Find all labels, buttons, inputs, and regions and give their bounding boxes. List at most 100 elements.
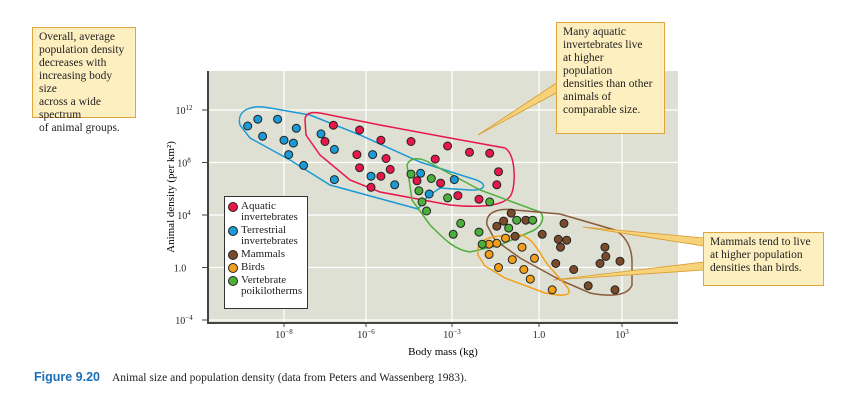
point-mammals — [551, 259, 561, 268]
legend-label: Aquatic invertebrates — [241, 201, 298, 223]
y-tick-label: 10−4 — [175, 314, 193, 327]
point-terrestrial-invertebrates — [390, 180, 400, 190]
point-birds — [494, 263, 503, 272]
note-line: population density — [39, 44, 125, 56]
point-aquatic-invertebrates — [474, 194, 484, 204]
legend-label: Terrestrial invertebrates — [241, 225, 298, 247]
point-terrestrial-invertebrates — [243, 121, 253, 131]
legend-label-line: Aquatic — [241, 200, 276, 212]
point-vertebrate-poikilotherms — [414, 186, 424, 196]
data-points — [243, 114, 625, 295]
y-tick-label: 104 — [177, 209, 191, 222]
legend-item: Birds — [228, 262, 304, 273]
note-line: invertebrates live — [563, 39, 643, 51]
legend-label-line: invertebrates — [241, 235, 298, 247]
point-mammals — [601, 251, 611, 261]
x-tick-label: 103 — [615, 328, 629, 341]
point-aquatic-invertebrates — [366, 182, 376, 192]
point-birds — [547, 285, 557, 295]
note-line: across a wide spectrum — [39, 96, 101, 121]
note-overall-trend: Overall, average population density decrea… — [32, 27, 136, 134]
point-terrestrial-invertebrates — [368, 150, 378, 160]
legend-marker — [228, 276, 238, 286]
figure-number: Figure 9.20 — [34, 370, 100, 384]
legend-item: Aquatic invertebrates — [228, 201, 304, 223]
point-terrestrial-invertebrates — [449, 175, 459, 185]
y-axis-label: Animal density (per km²) — [165, 141, 177, 253]
point-terrestrial-invertebrates — [299, 160, 309, 170]
note-line: densities than birds. — [710, 262, 802, 274]
point-aquatic-invertebrates — [320, 137, 330, 146]
legend-label: Birds — [241, 262, 265, 273]
point-mammals — [615, 256, 625, 266]
point-terrestrial-invertebrates — [253, 114, 263, 124]
note-mammals-vs-birds: Mammals tend to live at higher population… — [703, 232, 824, 286]
y-tick-label: 1.0 — [174, 264, 187, 275]
point-terrestrial-invertebrates — [424, 189, 434, 199]
point-vertebrate-poikilotherms — [485, 197, 495, 207]
point-terrestrial-invertebrates — [288, 138, 298, 148]
point-vertebrate-poikilotherms — [443, 193, 453, 203]
point-mammals — [600, 242, 610, 252]
point-terrestrial-invertebrates — [284, 150, 294, 160]
point-birds — [507, 255, 517, 265]
point-aquatic-invertebrates — [376, 135, 386, 145]
point-vertebrate-poikilotherms — [528, 215, 538, 225]
point-aquatic-invertebrates — [430, 154, 440, 164]
point-aquatic-invertebrates — [485, 148, 495, 158]
point-aquatic-invertebrates — [406, 137, 416, 146]
point-aquatic-invertebrates — [328, 120, 338, 130]
note-line: comparable size. — [563, 104, 641, 116]
point-mammals — [562, 235, 572, 245]
point-birds — [525, 274, 535, 284]
point-mammals — [499, 216, 509, 226]
point-birds — [517, 242, 527, 252]
note-line: Many aquatic — [563, 26, 626, 38]
legend-label-line: invertebrates — [241, 211, 298, 223]
point-aquatic-invertebrates — [412, 176, 422, 186]
point-aquatic-invertebrates — [352, 150, 362, 160]
point-mammals — [595, 259, 605, 268]
legend-marker — [228, 250, 238, 260]
point-aquatic-invertebrates — [385, 164, 395, 174]
point-birds — [484, 249, 494, 259]
point-mammals — [510, 231, 520, 241]
point-terrestrial-invertebrates — [416, 168, 426, 178]
point-aquatic-invertebrates — [376, 171, 386, 181]
legend-marker — [228, 226, 238, 236]
point-terrestrial-invertebrates — [258, 131, 268, 141]
note-line: densities than other — [563, 78, 653, 90]
legend-label-line: Vertebrate — [241, 274, 287, 286]
point-mammals — [610, 285, 620, 295]
point-birds — [519, 265, 529, 274]
point-vertebrate-poikilotherms — [504, 223, 514, 233]
note-line: at higher population — [710, 249, 803, 261]
legend-marker — [228, 263, 238, 273]
point-vertebrate-poikilotherms — [477, 239, 487, 249]
note-line: population — [563, 65, 613, 77]
x-tick-label: 10−6 — [357, 328, 375, 341]
point-terrestrial-invertebrates — [329, 144, 339, 154]
point-aquatic-invertebrates — [355, 125, 365, 135]
legend-label-line: Mammals — [241, 248, 285, 260]
note-line: increasing body size — [39, 70, 113, 95]
point-terrestrial-invertebrates — [329, 175, 339, 185]
note-line: of animal groups. — [39, 122, 120, 134]
note-aquatic-invertebrates: Many aquatic invertebrates live at higher p… — [556, 22, 665, 134]
note-line: decreases with — [39, 57, 107, 69]
point-vertebrate-poikilotherms — [474, 227, 484, 237]
note-line: Overall, average — [39, 31, 115, 43]
point-aquatic-invertebrates — [494, 167, 503, 177]
legend-label: Mammals — [241, 249, 285, 260]
point-aquatic-invertebrates — [436, 178, 446, 188]
point-mammals — [569, 265, 579, 274]
outline-vertebrate-poikilotherms — [406, 158, 544, 253]
point-terrestrial-invertebrates — [366, 171, 376, 181]
point-vertebrate-poikilotherms — [406, 169, 416, 179]
point-vertebrate-poikilotherms — [512, 215, 522, 225]
point-birds — [501, 233, 510, 243]
legend-item: Vertebrate poikilotherms — [228, 275, 304, 297]
callout-pointers — [477, 81, 705, 281]
point-vertebrate-poikilotherms — [456, 218, 466, 228]
point-aquatic-invertebrates — [443, 141, 453, 151]
